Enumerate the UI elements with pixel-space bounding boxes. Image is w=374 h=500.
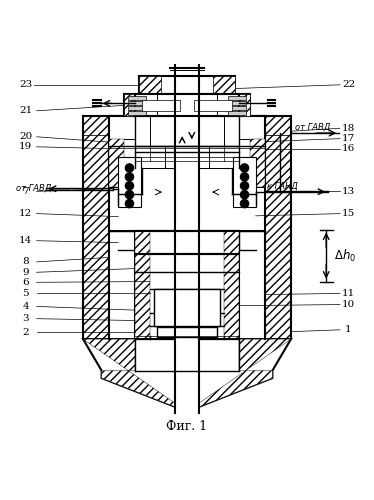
Bar [124,94,250,116]
Bar [157,327,217,337]
Bar [265,135,291,339]
Polygon shape [83,339,291,411]
Circle shape [125,164,134,172]
Bar [109,138,135,187]
Bar [239,138,265,187]
Bar [128,96,146,100]
Bar [142,100,180,111]
Text: 13: 13 [342,187,355,196]
Text: 16: 16 [342,144,355,153]
Text: 14: 14 [19,236,32,245]
Bar [109,116,265,232]
Bar [135,250,239,339]
Bar [135,116,239,168]
Text: 23: 23 [19,80,32,90]
Bar [109,116,135,168]
Bar [254,116,291,135]
Circle shape [125,200,134,207]
Text: 22: 22 [342,80,355,90]
Bar [135,116,239,206]
Circle shape [240,173,249,181]
Text: 19: 19 [19,142,32,152]
Text: 21: 21 [19,106,32,116]
Text: 5: 5 [22,289,29,298]
Bar [83,116,120,135]
Text: $\Delta h_0$: $\Delta h_0$ [334,248,356,264]
Polygon shape [187,339,291,411]
Text: к ГАНД: к ГАНД [267,182,298,190]
Text: 17: 17 [342,134,355,143]
Bar [139,76,161,94]
Bar [124,94,157,116]
Text: 2: 2 [22,328,29,337]
Text: 3: 3 [22,314,29,323]
Text: 1: 1 [345,326,352,334]
Bar [175,72,199,413]
Bar [217,94,250,116]
Bar [154,289,220,326]
Bar [135,232,239,254]
Bar [250,138,265,187]
Bar [128,106,146,110]
Bar [224,250,239,339]
Bar [135,250,150,339]
Text: 12: 12 [19,209,32,218]
Text: 7: 7 [22,187,29,196]
Circle shape [240,182,249,190]
Bar [239,116,265,232]
Circle shape [240,164,249,172]
Text: 6: 6 [22,278,29,287]
Bar [239,116,265,168]
Bar [83,135,109,339]
Bar [228,101,246,105]
Text: 18: 18 [342,124,355,132]
Bar [109,138,124,187]
Circle shape [240,190,249,199]
Bar [128,111,146,114]
Bar [118,157,141,208]
Text: 4: 4 [22,302,29,311]
Bar [139,76,235,94]
Bar [228,96,246,100]
Bar [135,232,150,254]
Bar [128,101,146,105]
Text: 10: 10 [342,300,355,309]
Bar [109,116,135,232]
Text: 15: 15 [342,209,355,218]
Bar [228,111,246,114]
Text: 20: 20 [19,132,32,141]
Circle shape [125,182,134,190]
Bar [224,232,239,254]
Text: 8: 8 [22,258,29,266]
Bar [213,76,235,94]
Bar [233,157,256,208]
Bar [109,116,265,168]
Bar [194,100,232,111]
Circle shape [125,190,134,199]
Text: 9: 9 [22,268,29,277]
Text: от ГАВД: от ГАВД [16,184,52,192]
Bar [135,94,239,116]
Bar [228,106,246,110]
Text: Фиг. 1: Фиг. 1 [166,420,208,433]
Text: 11: 11 [342,289,355,298]
Circle shape [240,200,249,207]
Polygon shape [83,339,187,411]
Text: от ГАВД: от ГАВД [295,122,331,132]
Circle shape [125,173,134,181]
